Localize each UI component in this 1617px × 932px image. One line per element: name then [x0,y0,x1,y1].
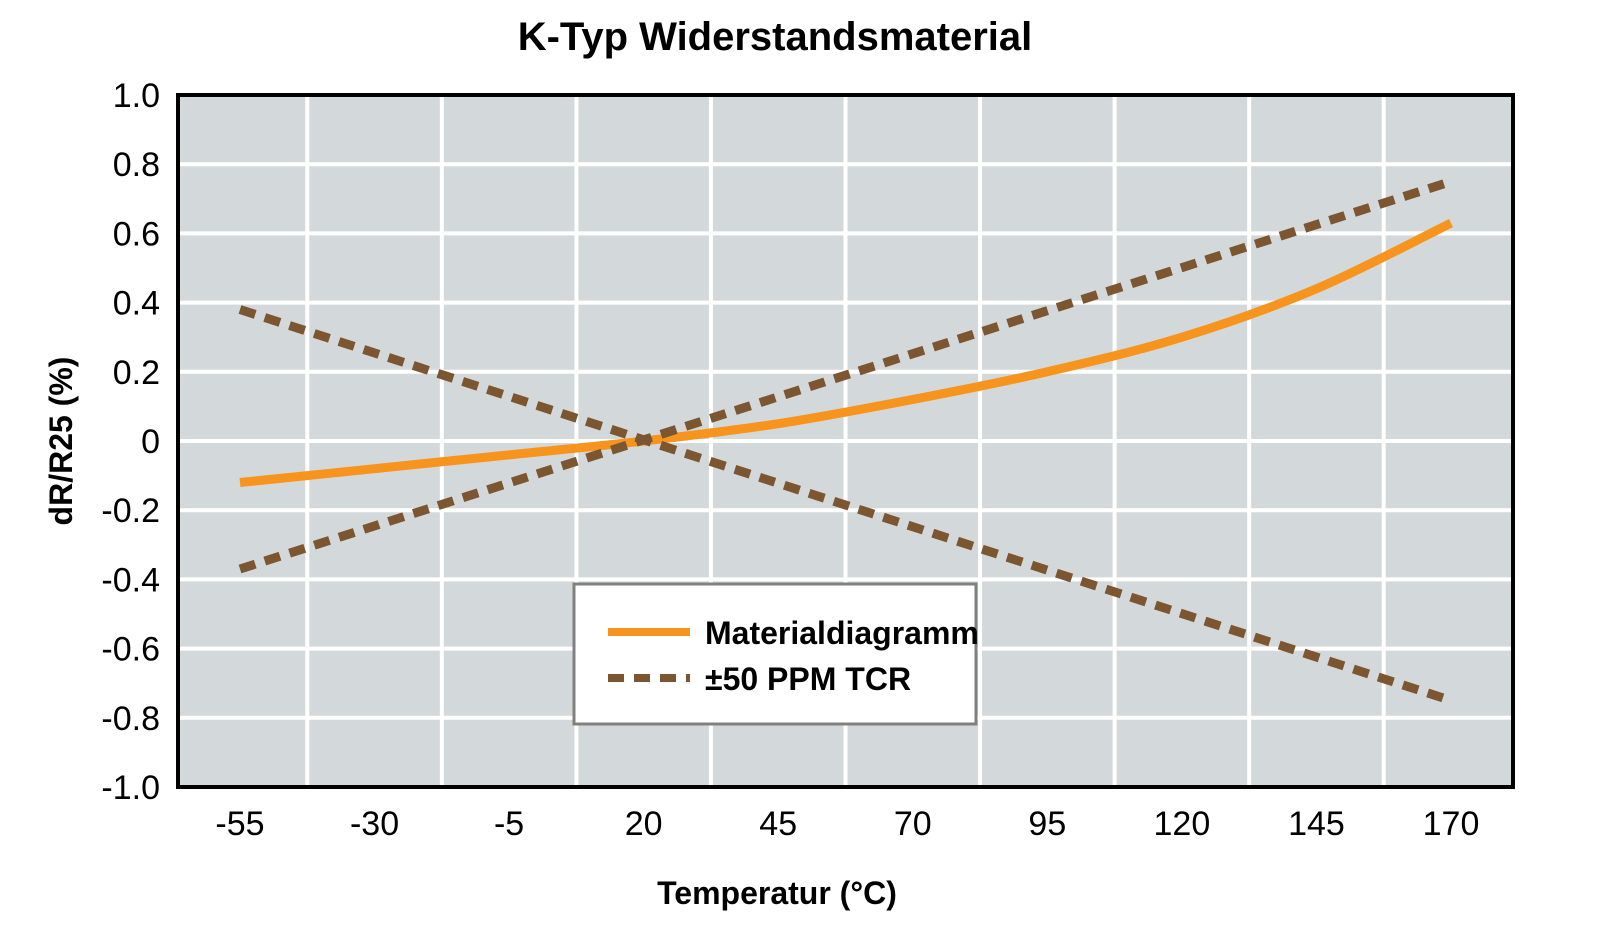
y-axis-ticks: 1.0 0.8 0.6 0.4 0.2 0 -0.2 -0.4 -0.6 -0.8 -1.0 [101,77,160,807]
legend-label-material: Materialdiagramm [705,615,979,651]
legend-label-tcr: ±50 PPM TCR [705,661,911,697]
x-tick-label: -30 [350,805,399,843]
x-tick-label: 95 [1028,805,1066,843]
series-line-tcr [238,305,1453,705]
chart-title: K-Typ Widerstandsmaterial [518,15,1033,59]
legend-box [572,582,978,726]
x-tick-label: 70 [894,805,932,843]
y-tick-label: -0.2 [101,492,160,530]
series-line-material [239,218,1453,487]
series-layer [238,177,1453,705]
y-tick-label: 0.8 [113,146,160,184]
y-tick-label: -0.8 [101,700,160,738]
x-tick-label: -55 [215,805,264,843]
plot-frame [176,93,1515,789]
x-tick-label: 170 [1423,805,1480,843]
y-tick-label: 0.4 [113,285,160,323]
x-tick-label: 145 [1288,805,1345,843]
x-tick-label: 20 [625,805,663,843]
y-tick-label: 0 [141,423,160,461]
y-tick-label: -0.4 [101,561,160,599]
x-tick-label: 45 [759,805,797,843]
legend: Materialdiagramm ±50 PPM TCR [572,582,979,726]
x-tick-label: 120 [1154,805,1211,843]
series-line-tcr [238,177,1453,574]
x-tick-label: -5 [494,805,524,843]
x-axis-label: Temperatur (°C) [657,875,897,911]
y-tick-label: 1.0 [113,77,160,115]
y-tick-label: -1.0 [101,769,160,807]
x-axis-ticks: -55 -30 -5 20 45 70 95 120 145 170 [215,805,1479,843]
y-tick-label: 0.2 [113,354,160,392]
y-axis-label: dR/R25 (%) [43,357,79,526]
y-tick-label: 0.6 [113,215,160,253]
y-tick-label: -0.6 [101,631,160,669]
